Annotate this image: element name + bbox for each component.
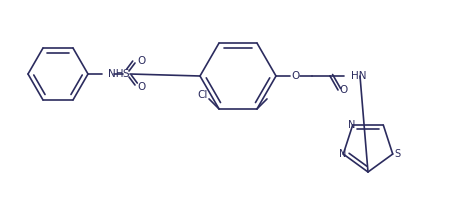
Text: N: N xyxy=(338,149,346,159)
Text: Cl: Cl xyxy=(198,90,208,100)
Text: O: O xyxy=(137,56,145,66)
Text: O: O xyxy=(339,85,347,95)
Text: S: S xyxy=(395,149,401,159)
Text: HN: HN xyxy=(351,71,366,81)
Text: NH: NH xyxy=(108,69,123,79)
Text: O: O xyxy=(137,82,145,92)
Text: S: S xyxy=(123,69,129,79)
Text: O: O xyxy=(292,71,300,81)
Text: N: N xyxy=(348,120,356,130)
